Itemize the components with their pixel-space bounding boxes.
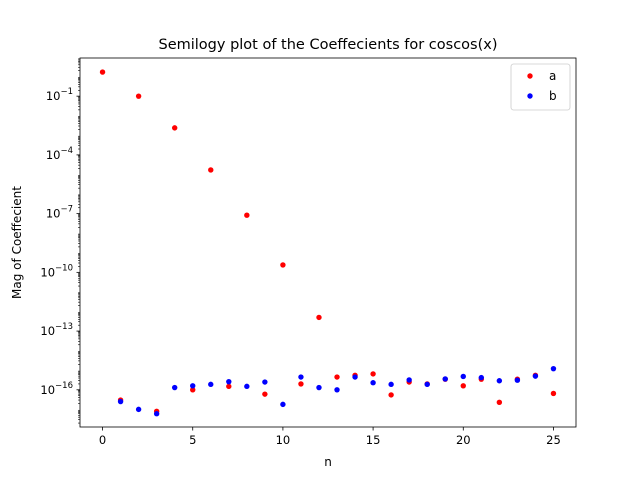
- x-tick-label: 10: [276, 433, 291, 447]
- y-tick-label: 10−7: [46, 205, 73, 221]
- point-b: [135, 406, 142, 413]
- x-tick-label: 0: [99, 433, 106, 447]
- point-b: [153, 411, 160, 417]
- point-a: [171, 125, 178, 131]
- point-a: [262, 391, 268, 397]
- x-tick-label: 25: [546, 433, 561, 447]
- point-a: [280, 262, 286, 268]
- point-b: [460, 373, 466, 380]
- point-b: [190, 383, 196, 389]
- point-b: [316, 384, 322, 391]
- y-tick-label: 10−16: [40, 381, 73, 397]
- point-b: [280, 401, 286, 408]
- point-b: [352, 374, 358, 380]
- point-b: [514, 377, 521, 383]
- x-tick-label: 20: [456, 433, 471, 447]
- point-b: [388, 381, 394, 388]
- point-a: [99, 69, 106, 75]
- point-b: [298, 374, 304, 380]
- y-tick-label: 10−4: [46, 146, 73, 162]
- point-a: [496, 399, 503, 406]
- legend-marker-b: [527, 93, 533, 99]
- point-a: [208, 167, 214, 173]
- point-a: [226, 383, 232, 390]
- legend: ab: [510, 63, 571, 111]
- point-b: [226, 378, 232, 385]
- point-b: [478, 374, 485, 381]
- point-b: [550, 365, 557, 372]
- point-a: [334, 374, 340, 380]
- point-b: [424, 381, 430, 388]
- point-b: [171, 384, 178, 391]
- x-tick-label: 15: [366, 433, 381, 447]
- point-a: [316, 314, 322, 321]
- point-b: [442, 376, 448, 382]
- point-b: [117, 398, 124, 405]
- point-b: [406, 377, 412, 383]
- point-a: [244, 212, 250, 218]
- point-a: [550, 390, 557, 397]
- point-a: [460, 383, 466, 389]
- point-b: [532, 373, 539, 379]
- point-a: [298, 381, 304, 387]
- legend-marker-a: [527, 73, 533, 79]
- y-tick-label: 10−1: [46, 87, 73, 103]
- y-tick-label: 10−10: [40, 263, 73, 279]
- legend-label-b: b: [549, 89, 557, 103]
- point-b: [208, 381, 214, 388]
- x-tick-label: 5: [189, 433, 196, 447]
- y-axis-label: Mag of Coeffecient: [10, 186, 24, 299]
- x-ticks: 0 5 10 15 20 25: [99, 427, 561, 447]
- chart-title: Semilogy plot of the Coeffecients for co…: [159, 37, 498, 53]
- point-b: [370, 380, 376, 386]
- x-axis-label: n: [324, 455, 332, 469]
- legend-label-a: a: [549, 69, 556, 83]
- point-a: [190, 387, 196, 393]
- data-points: [99, 69, 557, 417]
- point-a: [135, 93, 142, 99]
- y-tick-label: 10−13: [40, 322, 73, 338]
- point-a: [370, 371, 376, 377]
- legend-box: [510, 63, 571, 111]
- plot-area: [79, 57, 577, 428]
- point-b: [262, 379, 268, 385]
- point-a: [388, 392, 394, 398]
- point-b: [496, 378, 503, 384]
- point-b: [334, 387, 340, 393]
- y-ticks: 10−16 10−13 10−10 10−7 10−4 10−1: [40, 58, 80, 424]
- point-b: [244, 383, 250, 390]
